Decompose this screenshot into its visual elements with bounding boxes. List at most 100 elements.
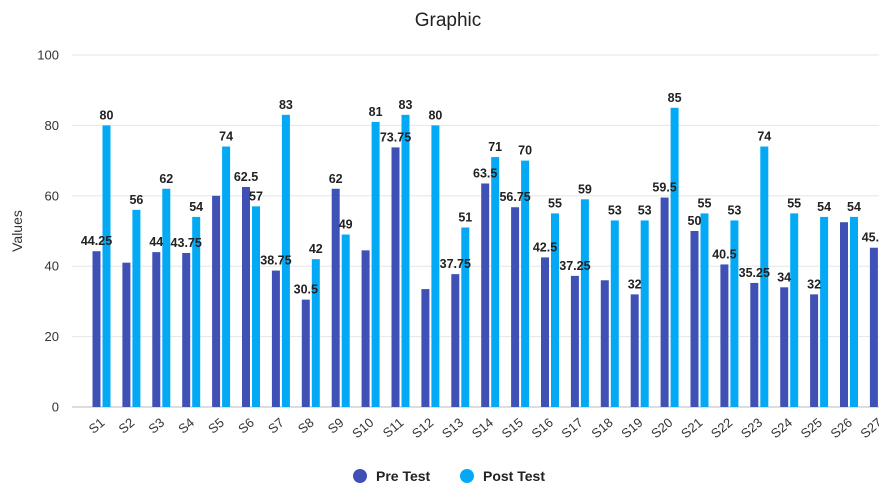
bar-post-test-S15 [521,160,530,407]
x-tick-label: S1 [86,415,108,437]
bar-post-test-S25 [820,216,829,407]
x-axis-ticks: S1 S2 S3 S4 S5 S6 S7 S8 S9 S10 S11 S12 S13 S14 S15 S16 S… [86,415,879,441]
legend-label-pre-test: Pre Test [376,468,431,484]
data-label: 81 [369,105,383,119]
bar-pre-test-S23 [750,282,759,407]
bar-pre-test-S7 [271,270,280,407]
bar-post-test-S19 [640,220,649,407]
data-label: 71 [488,140,502,154]
data-label: 55 [548,196,562,210]
x-tick-label: S21 [678,415,705,441]
bar-post-test-S2 [132,209,141,407]
data-label: 59 [578,182,592,196]
x-tick-label: S20 [648,415,675,441]
x-tick-label: S6 [235,415,257,437]
bar-pre-test-S4 [182,253,191,407]
bar-pre-test-S14 [481,183,490,407]
bar-pre-test-S6 [242,187,250,407]
data-label: 49 [339,218,353,232]
bar-post-test-S7 [281,114,290,407]
data-label: 59.5 [652,181,676,195]
bar-pre-test-S24 [780,287,789,407]
data-label: 62 [159,172,173,186]
x-tick-label: S2 [116,415,138,437]
data-label: 70 [518,144,532,158]
data-label: 56 [129,193,143,207]
bar-post-test-S10 [371,121,380,407]
bar-post-test-S11 [401,114,410,407]
bar-pre-test-S16 [541,257,549,407]
data-label: 54 [189,200,203,214]
bar-pre-test-S15 [511,207,520,407]
data-label: 83 [279,98,293,112]
bar-post-test-S26 [850,216,858,407]
bar-pre-test-S13 [451,274,460,407]
bar-pre-test-S20 [660,197,669,407]
data-label: 74 [757,130,771,144]
bar-pre-test-S26 [840,222,848,407]
bar-post-test-S3 [162,188,171,407]
data-label: 44 [149,235,163,249]
data-label: 53 [638,203,652,217]
y-tick-label: 0 [52,400,59,415]
data-label: 37.25 [559,259,590,273]
data-label: 32 [628,277,642,291]
bar-pre-test-S1 [92,251,101,407]
x-tick-label: S13 [439,415,466,441]
bar-pre-test-S3 [152,252,161,407]
bar-pre-test-S19 [630,294,639,407]
x-tick-label: S24 [768,415,795,441]
bar-pre-test-S25 [810,294,819,407]
x-tick-label: S15 [499,415,526,441]
data-label: 32 [807,277,821,291]
y-tick-label: 40 [45,259,59,274]
data-label: 56.75 [499,190,530,204]
data-label: 43.75 [171,236,202,250]
data-label: 50 [688,214,702,228]
bar-post-test-S21 [700,213,709,407]
bar-pre-test-S10 [361,250,370,407]
bars [92,107,878,408]
legend-label-post-test: Post Test [483,468,545,484]
bar-post-test-S1 [102,125,111,408]
x-tick-label: S25 [798,415,825,441]
chart-title: Graphic [415,10,482,31]
data-label: 55 [698,196,712,210]
data-label: 44.25 [81,234,112,248]
bar-post-test-S24 [790,213,799,407]
x-tick-label: S7 [265,415,287,437]
data-label: 80 [428,108,442,122]
data-label: 62 [329,172,343,186]
bar-post-test-S5 [222,146,231,407]
data-label: 51 [458,210,472,224]
y-axis-ticks: 0 20 40 60 80 100 [37,48,59,415]
bar-pre-test-S21 [690,231,699,407]
data-labels: 44.25 80 56 44 62 43.75 54 74 62.5 57 38.75 83 30.5 4… [81,91,879,297]
x-tick-label: S4 [175,415,197,437]
data-label: 42.5 [533,240,557,254]
data-label: 38.75 [260,254,291,268]
data-label: 54 [817,200,831,214]
bar-post-test-S18 [610,220,619,407]
x-tick-label: S3 [145,415,167,437]
x-tick-label: S8 [295,415,317,437]
x-tick-label: S19 [618,415,645,441]
data-label: 80 [100,108,114,122]
data-label: 53 [727,203,741,217]
x-tick-label: S10 [349,415,376,441]
legend-marker-post-test [460,469,474,483]
x-tick-label: S12 [409,415,436,441]
data-label: 45.2 [862,231,879,245]
x-tick-label: S18 [588,415,615,441]
bar-pre-test-S9 [331,188,340,407]
bar-pre-test-S27 [869,247,878,407]
bar-post-test-S12 [431,125,440,408]
y-tick-label: 100 [37,48,59,63]
data-label: 42 [309,242,323,256]
bar-pre-test-S12 [421,289,430,407]
data-label: 37.75 [440,257,471,271]
data-label: 54 [847,200,861,214]
bar-post-test-S20 [670,107,679,408]
y-tick-label: 60 [45,188,59,203]
